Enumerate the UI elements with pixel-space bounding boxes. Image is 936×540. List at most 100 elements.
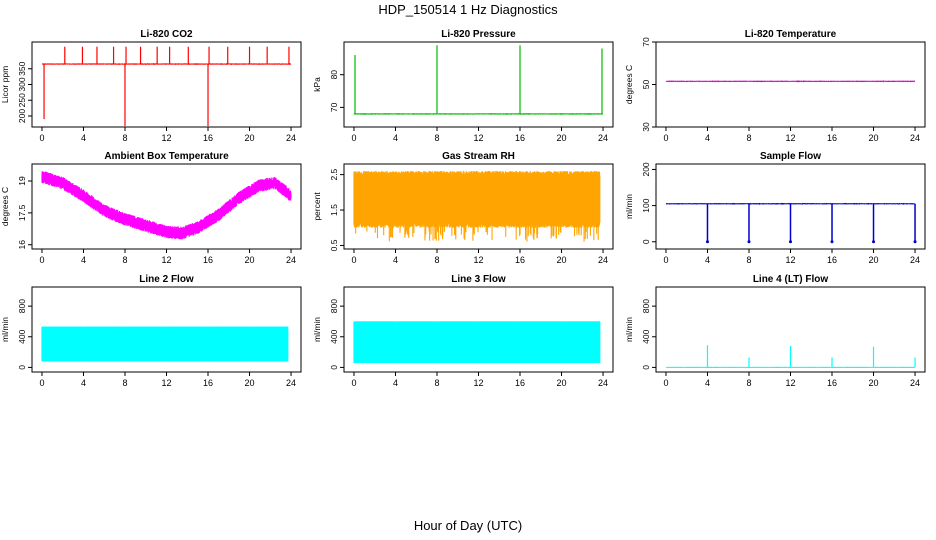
panel-8-title: Line 3 Flow <box>451 274 506 285</box>
panel-6-ylabel: ml/min <box>624 194 634 219</box>
panel-6-xtick-label: 20 <box>869 255 879 265</box>
panel-8-xtick-label: 16 <box>515 378 525 388</box>
panel-5-title: Gas Stream RH <box>442 151 515 162</box>
panel-7-xtick-label: 12 <box>161 378 171 388</box>
panel-9-xtick-label: 8 <box>746 378 751 388</box>
panel-9-ytick-label: 400 <box>641 329 651 343</box>
panel-5-xtick-label: 8 <box>434 255 439 265</box>
panel-4-xtick-label: 4 <box>81 255 86 265</box>
panel-5-ytick-label: 2.5 <box>329 168 339 180</box>
panel-3-xtick-label: 0 <box>663 133 668 143</box>
panel-4-title: Ambient Box Temperature <box>104 151 229 162</box>
panel-3-xtick-label: 20 <box>869 133 879 143</box>
panel-8-xtick-label: 24 <box>598 378 608 388</box>
panel-2-title: Li-820 Pressure <box>441 29 516 40</box>
panel-6-ytick-label: 100 <box>641 198 651 212</box>
panel-9-series <box>665 345 916 369</box>
panel-1-xtick-label: 4 <box>81 133 86 143</box>
panel-4-xtick-label: 20 <box>245 255 255 265</box>
panel-3-xtick-label: 24 <box>910 133 920 143</box>
panel-6-xtick-label: 12 <box>785 255 795 265</box>
panel-7-ylabel: ml/min <box>0 317 10 342</box>
panel-4-xtick-label: 16 <box>203 255 213 265</box>
panel-5-series <box>353 171 601 242</box>
panel-6-dip-point-6 <box>913 240 917 244</box>
panel-4-xtick-label: 24 <box>286 255 296 265</box>
panel-2-ylabel: kPa <box>312 77 322 92</box>
panel-8-xtick-label: 12 <box>473 378 483 388</box>
panel-1-xtick-label: 16 <box>203 133 213 143</box>
panel-6-series <box>665 202 917 244</box>
panel-2-ytick-label: 80 <box>329 70 339 80</box>
panel-6-dip-point-1 <box>705 240 709 244</box>
panel-7-title: Line 2 Flow <box>139 274 194 285</box>
panel-5-xtick-label: 12 <box>473 255 483 265</box>
panel-6-ytick-label: 0 <box>641 239 651 244</box>
panel-3-ytick-label: 30 <box>641 122 651 132</box>
panel-9-ylabel: ml/min <box>624 317 634 342</box>
panel-7-xtick-label: 24 <box>286 378 296 388</box>
panel-9-xtick-label: 4 <box>705 378 710 388</box>
panel-1: Li-820 CO2 Licor ppm 0 4 8 12 16 20 24 200 250 300 3… <box>0 29 302 143</box>
panel-6-dip-point-3 <box>789 240 792 244</box>
panel-1-xtick-label: 0 <box>39 133 44 143</box>
figure-title: HDP_150514 1 Hz Diagnostics <box>378 2 558 17</box>
panel-2-xtick-label: 16 <box>515 133 525 143</box>
panel-1-xtick-label: 8 <box>122 133 127 143</box>
panel-9-xtick-label: 0 <box>663 378 668 388</box>
panel-5-ytick-label: 0.5 <box>329 239 339 251</box>
panel-1-ytick-label: 350 <box>17 61 27 75</box>
panel-8-xtick-label: 8 <box>434 378 439 388</box>
panel-1-ytick-label: 250 <box>17 93 27 107</box>
panel-8-xtick-label: 0 <box>351 378 356 388</box>
panel-7-ytick-label: 400 <box>17 329 27 343</box>
panel-9-xtick-label: 12 <box>785 378 795 388</box>
panel-7-xtick-label: 4 <box>81 378 86 388</box>
panel-1-xtick-label: 12 <box>161 133 171 143</box>
panel-4-xtick-label: 0 <box>39 255 44 265</box>
panel-4-ylabel: degrees C <box>0 187 10 226</box>
panel-1-title: Li-820 CO2 <box>140 29 193 40</box>
panel-6-dip-point-5 <box>872 240 876 244</box>
panel-2-xtick-label: 4 <box>393 133 398 143</box>
panel-7-ytick-label: 0 <box>17 365 27 370</box>
panel-8-ytick-label: 400 <box>329 329 339 343</box>
panel-2-ytick-label: 70 <box>329 102 339 112</box>
panel-2-xtick-label: 12 <box>473 133 483 143</box>
panel-4-series <box>41 171 292 240</box>
panel-1-xtick-label: 20 <box>245 133 255 143</box>
panel-2-xtick-label: 20 <box>557 133 567 143</box>
panel-9-ytick-label: 800 <box>641 299 651 313</box>
panel-6-xtick-label: 0 <box>663 255 668 265</box>
panel-9-xtick-label: 24 <box>910 378 920 388</box>
panel-2-xtick-label: 0 <box>351 133 356 143</box>
panel-7: Line 2 Flow ml/min 0 4 8 12 16 20 24 0 400 800 <box>0 274 302 388</box>
panel-6-dip-point-2 <box>747 240 751 244</box>
panel-7-xtick-label: 16 <box>203 378 213 388</box>
panel-7-xtick-label: 8 <box>122 378 127 388</box>
panel-3-xtick-label: 16 <box>827 133 837 143</box>
panel-8-xtick-label: 20 <box>557 378 567 388</box>
panel-8-ylabel: ml/min <box>312 317 322 342</box>
panel-3: Li-820 Temperature degrees C 0 4 8 12 16 20 24 30… <box>624 29 926 143</box>
panel-9-title: Line 4 (LT) Flow <box>753 274 829 285</box>
panel-6: Sample Flow ml/min 0 4 8 12 16 20 24 0 100 200 <box>624 151 926 265</box>
panel-1-series <box>41 46 292 127</box>
panel-8-series <box>353 321 601 363</box>
panel-5-xtick-label: 20 <box>557 255 567 265</box>
panel-6-ytick-label: 200 <box>641 162 651 176</box>
panel-4: Ambient Box Temperature degrees C 0 4 8 12 16 2… <box>0 151 302 265</box>
panel-4-xtick-label: 8 <box>122 255 127 265</box>
panel-2-xtick-label: 8 <box>434 133 439 143</box>
panel-2-xtick-label: 24 <box>598 133 608 143</box>
panel-5-xtick-label: 4 <box>393 255 398 265</box>
panel-6-dip-point-4 <box>830 240 834 244</box>
panel-2-series <box>353 45 604 116</box>
panel-1-ylabel: Licor ppm <box>0 66 10 103</box>
panel-1-frame <box>31 41 302 128</box>
panel-8-ytick-label: 800 <box>329 299 339 313</box>
panel-8: Line 3 Flow ml/min 0 4 8 12 16 20 24 0 400 800 <box>312 274 614 388</box>
panel-3-title: Li-820 Temperature <box>745 29 837 40</box>
panel-1-xtick-label: 24 <box>286 133 296 143</box>
